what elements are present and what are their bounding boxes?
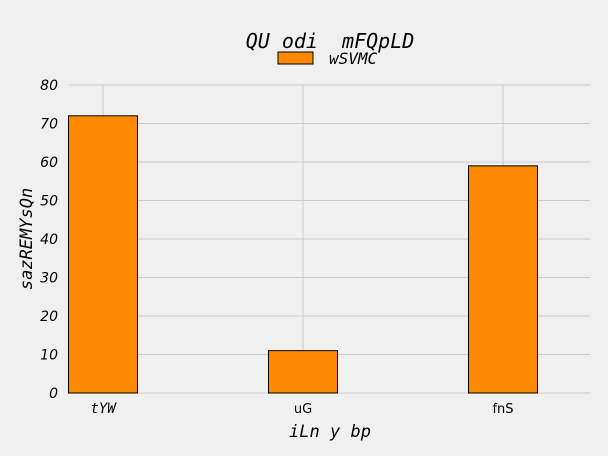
y-tick-labels: 0 10 20 30 40 50 60 70 80 (40, 78, 58, 402)
y-tick-label: 0 (49, 386, 58, 402)
y-tick-label: 70 (40, 117, 58, 133)
y-tick-label: 10 (40, 348, 58, 364)
y-tick-label: 80 (40, 78, 58, 94)
bars (68, 115, 538, 394)
x-tick-label: uG (294, 402, 312, 417)
legend-label: wSVMC (329, 49, 378, 68)
x-tick-label: fnS (492, 402, 513, 417)
chart-title: QU odi mFQpLD (246, 29, 415, 53)
bar-uG (268, 350, 338, 394)
legend: wSVMC (277, 49, 378, 68)
x-tick-labels: tYW uG fnS (90, 401, 513, 417)
y-axis-label: sazREMYsQn (17, 188, 37, 290)
grid-lines (69, 84, 590, 394)
legend-swatch (277, 51, 314, 65)
y-tick-label: 20 (40, 309, 58, 325)
bar-tYW (68, 115, 138, 394)
y-tick-label: 30 (40, 271, 58, 287)
y-tick-label: 60 (40, 155, 58, 171)
bar-fnS (468, 165, 538, 394)
x-axis-label: iLn y bp (289, 422, 371, 442)
y-tick-label: 50 (40, 194, 58, 210)
x-tick-label: tYW (90, 401, 117, 417)
y-tick-label: 40 (40, 232, 58, 248)
